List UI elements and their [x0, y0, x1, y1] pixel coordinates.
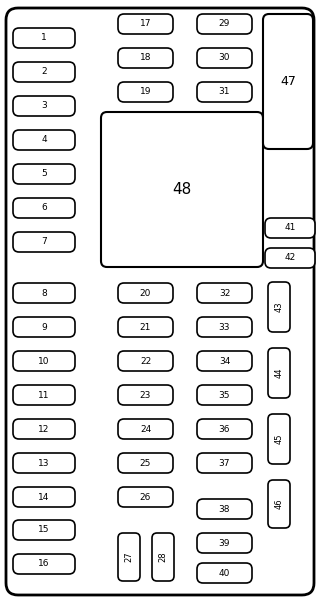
FancyBboxPatch shape [13, 198, 75, 218]
Text: 33: 33 [219, 323, 230, 332]
FancyBboxPatch shape [118, 317, 173, 337]
Text: 3: 3 [41, 101, 47, 110]
Text: 25: 25 [140, 458, 151, 467]
Text: 35: 35 [219, 391, 230, 400]
Text: 20: 20 [140, 288, 151, 297]
FancyBboxPatch shape [13, 28, 75, 48]
FancyBboxPatch shape [197, 82, 252, 102]
Text: 21: 21 [140, 323, 151, 332]
FancyBboxPatch shape [268, 414, 290, 464]
FancyBboxPatch shape [118, 385, 173, 405]
FancyBboxPatch shape [197, 499, 252, 519]
FancyBboxPatch shape [197, 563, 252, 583]
FancyBboxPatch shape [13, 453, 75, 473]
Text: 23: 23 [140, 391, 151, 400]
Text: 43: 43 [275, 302, 284, 312]
Text: 8: 8 [41, 288, 47, 297]
FancyBboxPatch shape [263, 14, 313, 149]
FancyBboxPatch shape [197, 14, 252, 34]
FancyBboxPatch shape [197, 533, 252, 553]
Text: 28: 28 [158, 552, 167, 563]
Text: 32: 32 [219, 288, 230, 297]
Text: 24: 24 [140, 425, 151, 434]
FancyBboxPatch shape [197, 385, 252, 405]
FancyBboxPatch shape [118, 351, 173, 371]
FancyBboxPatch shape [13, 164, 75, 184]
Text: 19: 19 [140, 87, 151, 96]
Text: 18: 18 [140, 54, 151, 63]
FancyBboxPatch shape [13, 385, 75, 405]
Text: 31: 31 [219, 87, 230, 96]
Text: 15: 15 [38, 525, 50, 534]
Text: 6: 6 [41, 203, 47, 212]
Text: 11: 11 [38, 391, 50, 400]
Text: 40: 40 [219, 569, 230, 578]
Text: 4: 4 [41, 136, 47, 145]
Text: 9: 9 [41, 323, 47, 332]
Text: 13: 13 [38, 458, 50, 467]
FancyBboxPatch shape [268, 282, 290, 332]
FancyBboxPatch shape [13, 419, 75, 439]
FancyBboxPatch shape [13, 520, 75, 540]
Text: 41: 41 [284, 224, 296, 233]
FancyBboxPatch shape [268, 348, 290, 398]
Text: 2: 2 [41, 68, 47, 77]
FancyBboxPatch shape [118, 82, 173, 102]
FancyBboxPatch shape [197, 453, 252, 473]
FancyBboxPatch shape [118, 283, 173, 303]
Text: 16: 16 [38, 560, 50, 569]
FancyBboxPatch shape [13, 232, 75, 252]
FancyBboxPatch shape [265, 218, 315, 238]
FancyBboxPatch shape [118, 487, 173, 507]
FancyBboxPatch shape [118, 48, 173, 68]
Text: 5: 5 [41, 169, 47, 178]
Text: 14: 14 [38, 493, 50, 502]
FancyBboxPatch shape [197, 283, 252, 303]
Text: 45: 45 [275, 434, 284, 444]
FancyBboxPatch shape [118, 453, 173, 473]
FancyBboxPatch shape [197, 419, 252, 439]
Text: 36: 36 [219, 425, 230, 434]
FancyBboxPatch shape [118, 14, 173, 34]
Text: 42: 42 [284, 253, 296, 262]
Text: 46: 46 [275, 499, 284, 510]
Text: 1: 1 [41, 34, 47, 42]
FancyBboxPatch shape [152, 533, 174, 581]
Text: 7: 7 [41, 238, 47, 247]
FancyBboxPatch shape [101, 112, 263, 267]
Text: 34: 34 [219, 356, 230, 365]
Text: 17: 17 [140, 19, 151, 28]
Text: 39: 39 [219, 538, 230, 548]
FancyBboxPatch shape [197, 351, 252, 371]
FancyBboxPatch shape [13, 317, 75, 337]
Text: 47: 47 [280, 75, 296, 88]
FancyBboxPatch shape [265, 248, 315, 268]
Text: 26: 26 [140, 493, 151, 502]
Text: 48: 48 [172, 182, 192, 197]
FancyBboxPatch shape [13, 487, 75, 507]
FancyBboxPatch shape [118, 419, 173, 439]
Text: 10: 10 [38, 356, 50, 365]
Text: 22: 22 [140, 356, 151, 365]
Text: 27: 27 [124, 552, 133, 563]
Text: 44: 44 [275, 368, 284, 378]
FancyBboxPatch shape [13, 554, 75, 574]
FancyBboxPatch shape [13, 62, 75, 82]
FancyBboxPatch shape [268, 480, 290, 528]
FancyBboxPatch shape [197, 317, 252, 337]
FancyBboxPatch shape [6, 8, 314, 595]
FancyBboxPatch shape [13, 130, 75, 150]
FancyBboxPatch shape [13, 283, 75, 303]
Text: 30: 30 [219, 54, 230, 63]
FancyBboxPatch shape [197, 48, 252, 68]
Text: 37: 37 [219, 458, 230, 467]
FancyBboxPatch shape [118, 533, 140, 581]
Text: 29: 29 [219, 19, 230, 28]
Text: 12: 12 [38, 425, 50, 434]
FancyBboxPatch shape [13, 351, 75, 371]
Text: 38: 38 [219, 505, 230, 514]
FancyBboxPatch shape [13, 96, 75, 116]
